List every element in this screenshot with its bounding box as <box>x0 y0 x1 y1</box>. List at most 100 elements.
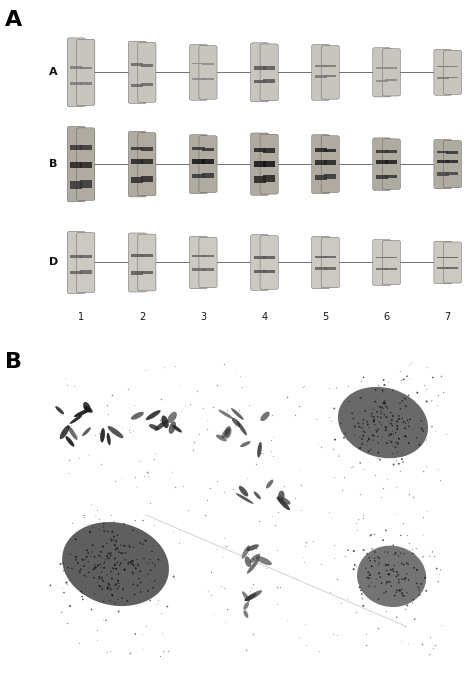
Point <box>380 398 388 409</box>
Point <box>375 568 383 579</box>
Point <box>121 541 128 552</box>
FancyBboxPatch shape <box>128 41 146 103</box>
Point <box>371 414 378 425</box>
FancyBboxPatch shape <box>382 49 401 96</box>
Ellipse shape <box>240 441 251 447</box>
Point <box>358 422 366 433</box>
Point <box>363 548 371 559</box>
Point <box>89 547 96 558</box>
Point <box>133 554 141 565</box>
Point <box>428 546 436 557</box>
Point <box>81 512 88 523</box>
Point <box>419 425 427 436</box>
Point <box>98 566 105 577</box>
Point <box>94 555 101 566</box>
Point <box>63 577 70 588</box>
Bar <box>376 268 388 270</box>
Point <box>66 600 74 611</box>
Point <box>381 397 389 408</box>
Point <box>422 384 430 395</box>
Point <box>95 427 103 438</box>
Text: 7: 7 <box>445 312 451 322</box>
Bar <box>141 159 153 164</box>
FancyBboxPatch shape <box>443 141 462 188</box>
Point <box>149 541 156 552</box>
Point <box>398 454 406 464</box>
FancyBboxPatch shape <box>321 136 339 193</box>
Point <box>99 583 106 594</box>
Point <box>86 551 94 562</box>
Bar <box>131 64 144 66</box>
Bar <box>263 162 275 167</box>
FancyBboxPatch shape <box>67 38 85 107</box>
Point <box>389 439 396 450</box>
Point <box>223 540 230 551</box>
Ellipse shape <box>131 412 144 420</box>
Point <box>82 572 90 583</box>
Bar <box>141 270 153 274</box>
Point <box>401 449 409 460</box>
Point <box>128 567 136 578</box>
Point <box>389 420 396 431</box>
Point <box>137 587 145 598</box>
Point <box>414 392 421 403</box>
Point <box>140 644 147 654</box>
Ellipse shape <box>250 554 260 562</box>
Point <box>317 441 325 452</box>
Point <box>295 401 302 412</box>
Point <box>112 428 120 439</box>
Point <box>359 509 366 520</box>
Bar <box>385 268 397 270</box>
Ellipse shape <box>245 556 251 567</box>
Point <box>114 544 121 554</box>
Bar <box>254 176 265 183</box>
Point <box>84 548 92 558</box>
Bar <box>192 78 205 80</box>
Point <box>418 423 425 434</box>
Point <box>375 557 383 568</box>
Point <box>344 594 351 605</box>
Point <box>376 454 384 465</box>
Point <box>369 435 377 445</box>
Point <box>301 540 309 551</box>
Point <box>350 564 357 575</box>
Point <box>100 518 108 529</box>
Point <box>106 645 114 656</box>
Bar <box>376 175 388 179</box>
Point <box>337 418 345 429</box>
Point <box>158 628 165 639</box>
Point <box>113 583 121 594</box>
Point <box>356 443 364 454</box>
Point <box>201 510 209 521</box>
Point <box>335 451 343 462</box>
Point <box>83 545 91 556</box>
Point <box>114 575 122 586</box>
Point <box>134 559 142 570</box>
FancyBboxPatch shape <box>138 43 156 102</box>
Point <box>377 433 384 444</box>
Point <box>90 564 97 575</box>
Point <box>410 594 417 605</box>
Point <box>398 413 406 424</box>
Point <box>97 562 105 573</box>
Point <box>217 581 225 592</box>
Point <box>372 385 379 395</box>
Point <box>397 530 405 541</box>
Point <box>109 527 117 538</box>
Point <box>405 372 413 383</box>
Bar <box>315 148 327 152</box>
Point <box>382 560 390 571</box>
Bar <box>324 75 336 77</box>
Point <box>401 573 409 583</box>
Point <box>380 587 388 598</box>
Point <box>63 578 71 589</box>
FancyBboxPatch shape <box>443 242 462 283</box>
Point <box>100 557 108 568</box>
Bar <box>202 268 214 270</box>
Point <box>145 471 152 482</box>
Point <box>102 615 110 626</box>
Bar <box>254 256 265 259</box>
Point <box>72 534 79 545</box>
Point <box>371 581 378 592</box>
Point <box>109 564 117 575</box>
